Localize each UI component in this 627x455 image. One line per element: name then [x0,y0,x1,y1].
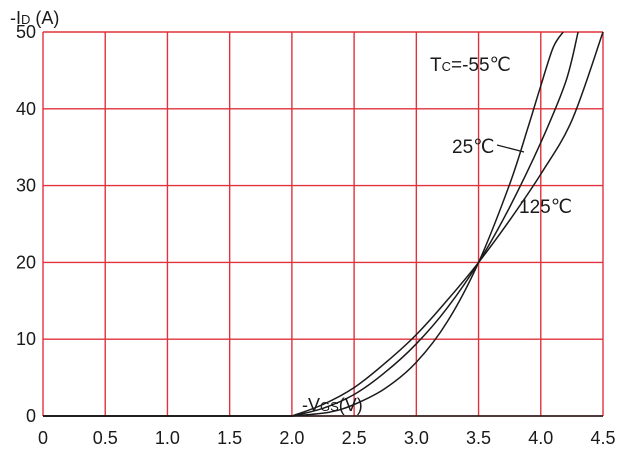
x-tick-label: 2.0 [279,428,304,448]
y-tick-label: 10 [16,329,36,349]
series-label-125-text: 125℃ [519,197,572,218]
x-axis-label-unit: (V) [339,395,363,415]
series-label-25-text: 25℃ [452,137,494,158]
y-tick-label: 0 [26,406,36,426]
series-label-125: 125℃ [519,197,572,218]
y-tick-label: 40 [16,99,36,119]
x-tick-label: 4.0 [528,428,553,448]
x-tick-label: 3.5 [466,428,491,448]
series-label-minus55-prefix: T [430,55,442,76]
y-axis-label-prefix: -I [10,8,21,28]
x-axis-label: -VGS(V) [302,395,363,415]
x-tick-label: 0.5 [93,428,118,448]
series-label-minus55-rest: =-55℃ [451,55,511,76]
y-axis-label-sub: D [21,12,30,27]
y-axis-label-unit: (A) [30,8,59,28]
x-axis-label-sub: GS [320,399,339,414]
series-lines [43,31,604,417]
series-label-minus55: TC=-55℃ [430,55,511,76]
x-axis-label-prefix: -V [302,395,320,415]
series-line-0 [43,31,564,417]
y-axis-label: -ID (A) [10,8,59,28]
series-line-1 [43,31,579,417]
x-tick-label: 0 [38,428,48,448]
y-tick-label: 20 [16,252,36,272]
x-tick-label: 1.0 [155,428,180,448]
grid [42,31,604,417]
x-tick-label: 2.5 [342,428,367,448]
x-tick-label: 1.5 [217,428,242,448]
series-line-2 [43,31,604,417]
x-tick-label: 3.0 [404,428,429,448]
y-tick-label: 30 [16,176,36,196]
series-label-minus55-sub: C [442,59,451,74]
y-tick-label: 50 [16,22,36,42]
series-label-25: 25℃ [452,137,494,158]
x-tick-label: 4.5 [590,428,615,448]
series-label-25-leader [496,144,525,153]
tick-labels: 0 0.5 1.0 1.5 2.0 2.5 3.0 3.5 4.0 4.5 0 10 20 30 40 50 [16,22,616,448]
